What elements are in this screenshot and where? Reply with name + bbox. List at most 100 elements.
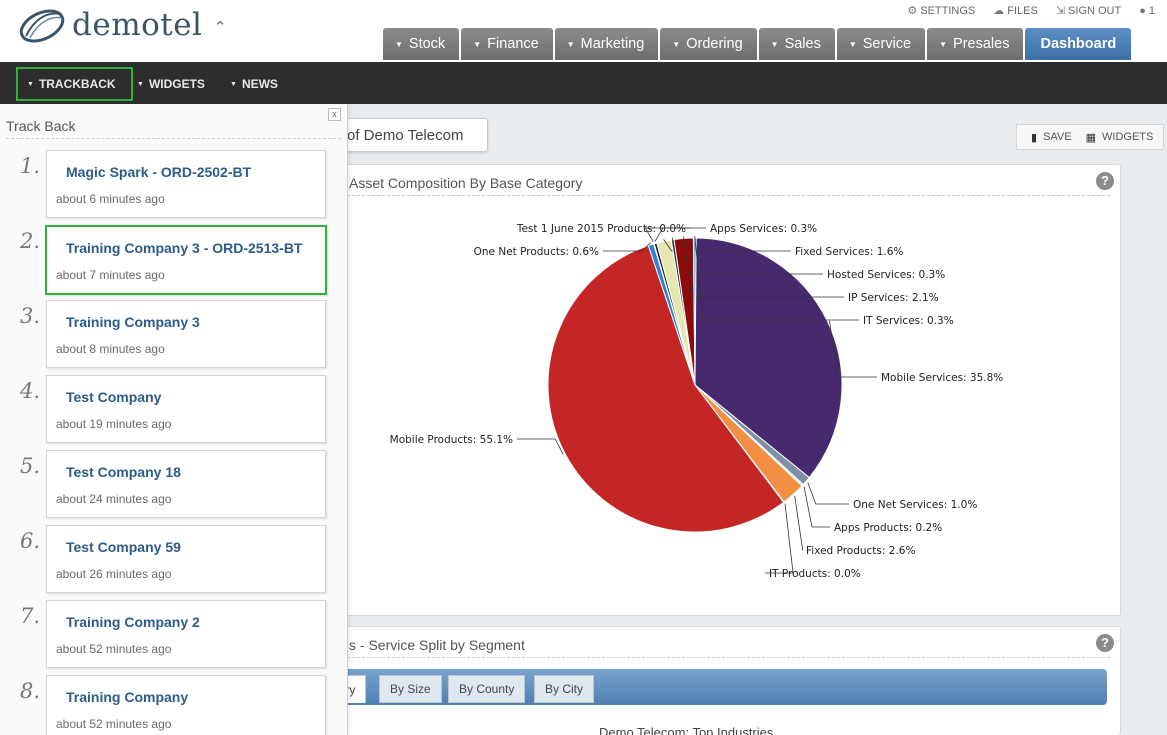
pie-slice-mobile-products[interactable] [547,244,785,533]
caret-down-icon: ▼ [27,80,34,88]
pie-connector [694,235,859,321]
grid-icon: ▦ [1085,131,1096,144]
caret-down-icon: ▼ [566,39,575,49]
trackback-item-name[interactable]: Test Company 59 [66,539,181,555]
trackback-item[interactable]: Test Company 59 about 26 minutes ago [46,525,326,593]
sub-nav: ▼ TRACKBACK ▼ WIDGETS ▼ NEWS [0,62,1167,104]
pie-connector [603,242,651,252]
collapse-header-icon[interactable]: ⌃ [214,19,227,36]
top-links: ⚙ SETTINGS ☁ FILES ⇲ SIGN OUT ● 1 [907,4,1155,18]
tab-by-city[interactable]: By City [534,675,595,703]
trackback-item-name[interactable]: Training Company 3 - ORD-2513-BT [66,240,303,256]
trackback-item[interactable]: Training Company about 52 minutes ago [46,675,326,735]
trackback-item-time: about 8 minutes ago [56,342,165,356]
trackback-item-time: about 52 minutes ago [56,717,172,731]
main-tabs: ▼ Stock ▼ Finance ▼ Marketing ▼ Ordering ▼ Sa… [383,28,1133,60]
pie-connector [794,495,804,551]
pie-label: Apps Services: 0.3% [710,223,817,235]
asset-composition-panel: Asset Composition By Base Category ? Mob… [330,164,1121,616]
trackback-item-name[interactable]: Training Company 3 [66,314,200,330]
help-icon[interactable]: ? [1096,634,1114,652]
trackback-index: 7. [20,604,41,628]
dashboard-title: of Demo Telecom [330,118,488,152]
caret-down-icon: ▼ [473,39,482,49]
tab-service[interactable]: ▼ Service [836,28,926,60]
pie-label: Test 1 June 2015 Products: 0.0% [516,223,686,235]
trackback-item-name[interactable]: Training Company 2 [66,614,200,630]
bookmark-icon: ▮ [1031,131,1038,144]
close-icon[interactable]: x [328,108,341,121]
pie-connector [683,236,844,298]
trackback-item-time: about 24 minutes ago [56,492,172,506]
tab-presales[interactable]: ▼ Presales [927,28,1024,60]
trackback-title: Track Back [6,118,76,134]
trackback-item-name[interactable]: Training Company [66,689,189,705]
trackback-index: 2. [20,229,41,253]
tab-sales[interactable]: ▼ Sales [758,28,835,60]
pie-label: Fixed Products: 2.6% [806,545,915,557]
tab-by-county[interactable]: By County [448,675,526,703]
pie-connector [517,438,564,455]
trackback-item[interactable]: Test Company about 19 minutes ago [46,375,326,443]
trackback-item[interactable]: Test Company 18 about 24 minutes ago [46,450,326,518]
divider [6,138,341,139]
logo-swirl-icon [19,9,65,43]
pie-label: IP Services: 2.1% [848,292,939,304]
pie-connector [663,239,791,252]
pie-label: Mobile Services: 35.8% [881,372,1003,384]
pie-label: Mobile Products: 55.1% [390,434,513,446]
pie-slice-mobile-services[interactable] [694,237,843,479]
divider [347,657,1110,658]
messages-link[interactable]: ● 1 [1139,4,1155,17]
save-button[interactable]: SAVE [1043,131,1072,143]
pie-label: Fixed Services: 1.6% [795,246,903,258]
files-link[interactable]: ☁ FILES [993,4,1038,18]
tab-ordering[interactable]: ▼ Ordering [660,28,757,60]
pie-label: Apps Products: 0.2% [834,522,942,534]
pie-connector [807,482,849,505]
trackback-item[interactable]: Training Company 3 about 8 minutes ago [46,300,326,368]
help-icon[interactable]: ? [1096,172,1114,190]
panel-title: Asset Composition By Base Category [349,175,583,191]
trackback-item-name[interactable]: Test Company 18 [66,464,181,480]
cloud-icon: ☁ [993,5,1005,17]
tab-by-size[interactable]: By Size [379,675,442,703]
caret-down-icon: ▼ [230,80,237,88]
trackback-item[interactable]: Training Company 3 - ORD-2513-BT about 7… [45,225,327,295]
trackback-item-time: about 19 minutes ago [56,417,172,431]
trackback-item-time: about 7 minutes ago [56,268,165,282]
trackback-item-time: about 6 minutes ago [56,192,165,206]
logo-text: demotel [72,7,203,43]
dashboard-tools: ▮ SAVE ▦ WIDGETS [1016,124,1164,150]
trackback-index: 3. [20,304,41,328]
trackback-item-name[interactable]: Test Company [66,389,162,405]
caret-down-icon: ▼ [848,39,857,49]
trackback-item-name[interactable]: Magic Spark - ORD-2502-BT [66,164,252,180]
caret-down-icon: ▼ [672,39,681,49]
gear-icon: ⚙ [907,5,918,17]
caret-down-icon: ▼ [770,39,779,49]
trackback-index: 8. [20,679,41,703]
sign-out-link[interactable]: ⇲ SIGN OUT [1055,4,1122,18]
trackback-index: 6. [20,529,41,553]
settings-link[interactable]: ⚙ SETTINGS [907,4,976,18]
divider [347,195,1110,196]
tab-marketing[interactable]: ▼ Marketing [554,28,659,60]
pie-connector [654,227,706,242]
app-header: demotel ⌃ ⚙ SETTINGS ☁ FILES ⇲ SIGN OUT ● 1 … [0,0,1167,62]
trackback-index: 4. [20,379,41,403]
tab-dashboard[interactable]: Dashboard [1025,28,1132,60]
pie-connector [803,486,830,528]
subnav-trackback[interactable]: ▼ TRACKBACK [16,67,133,101]
logo[interactable]: demotel [16,6,202,44]
subnav-widgets[interactable]: ▼ WIDGETS [137,77,205,91]
trackback-item[interactable]: Magic Spark - ORD-2502-BT about 6 minute… [46,150,326,218]
tab-stock[interactable]: ▼ Stock [383,28,460,60]
panel-title: s - Service Split by Segment [349,637,525,653]
widgets-button[interactable]: WIDGETS [1102,131,1154,143]
tab-finance[interactable]: ▼ Finance [461,28,553,60]
subnav-news[interactable]: ▼ NEWS [230,77,278,91]
pie-chart: Mobile Services: 35.8% One Net Services: … [390,223,1004,580]
trackback-item[interactable]: Training Company 2 about 52 minutes ago [46,600,326,668]
chat-icon: ● [1139,4,1146,17]
